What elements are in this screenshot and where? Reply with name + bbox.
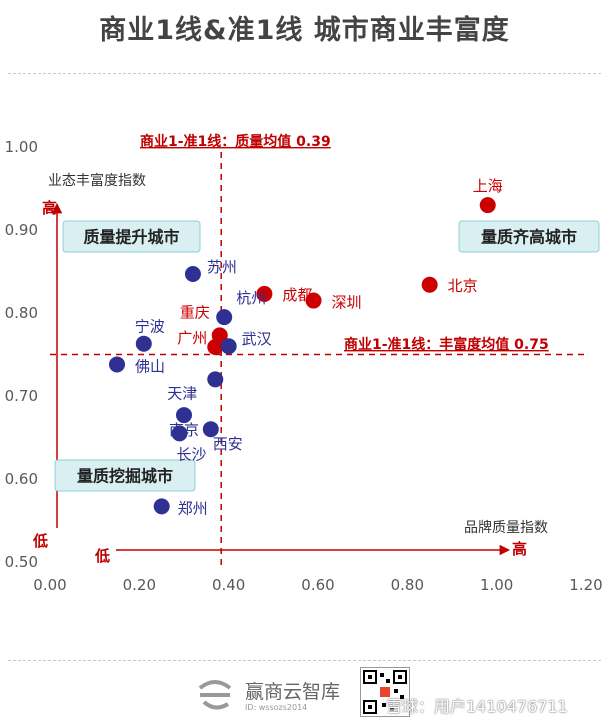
y-tick-label: 0.80 (5, 304, 38, 322)
quadrant-top-right-box (458, 220, 600, 253)
y-axis-title: 业态丰富度指数 (48, 172, 146, 189)
data-point (171, 425, 188, 442)
data-point (135, 335, 152, 352)
y-tick-label: 1.00 (5, 138, 38, 156)
x-high-label: 高 (512, 540, 527, 558)
data-point-label: 上海 (473, 177, 503, 195)
data-point (109, 356, 125, 373)
data-point-label: 深圳 (332, 294, 362, 312)
data-point-label: 郑州 (178, 499, 208, 517)
x-tick-label: 0.80 (391, 576, 424, 594)
data-point-label: 杭州 (236, 289, 266, 307)
x-low-label: 低 (94, 547, 110, 565)
footer-id: ID: wssozs2014 (245, 703, 308, 712)
x-tick-label: 1.20 (569, 576, 602, 594)
quadrant-top-right-label: 量质齐高城市 (481, 228, 577, 247)
quadrant-bottom-left-label: 量质挖掘城市 (77, 467, 173, 486)
data-point (305, 292, 322, 309)
data-point (202, 421, 219, 438)
y-tick-label: 0.90 (5, 221, 38, 239)
y-tick-label: 0.70 (5, 387, 38, 405)
data-point-label: 宁波 (135, 318, 165, 336)
data-point (216, 309, 233, 326)
data-point (479, 197, 496, 214)
y-tick-label: 0.50 (5, 553, 38, 571)
x-tick-label: 0.00 (33, 576, 66, 594)
x-axis-title: 品牌质量指数 (464, 519, 548, 536)
data-point (207, 371, 224, 388)
data-point-label: 重庆 (180, 303, 210, 321)
x-mean-label: 商业1-准1线：质量均值 0.39 (140, 133, 331, 150)
qr-code-icon (360, 667, 410, 717)
data-point-label: 成都 (282, 286, 312, 304)
y-tick-label: 0.60 (5, 470, 38, 488)
x-tick-label: 0.60 (301, 576, 334, 594)
data-point (220, 338, 237, 355)
x-tick-label: 1.00 (480, 576, 513, 594)
x-tick-label: 0.40 (212, 576, 245, 594)
footer-brand: 赢商云智库 (245, 681, 341, 703)
quadrant-top-left-label: 质量提升城市 (83, 228, 179, 247)
chart-title: 商业1线&准1线 城市商业丰富度 (99, 15, 510, 46)
data-point-label: 广州 (177, 329, 207, 347)
quadrant-top-left-box (62, 220, 201, 253)
bottom-divider (8, 660, 601, 661)
x-tick-label: 0.20 (123, 576, 156, 594)
top-divider (8, 73, 601, 74)
data-point-label: 天津 (167, 384, 197, 402)
data-point-label: 苏州 (207, 258, 237, 276)
data-point (184, 265, 201, 282)
data-point (153, 498, 170, 515)
data-point (256, 285, 273, 302)
data-point-label: 西安 (213, 435, 243, 453)
y-high-label: 高 (42, 199, 57, 217)
data-point-label: 武汉 (242, 330, 272, 348)
brand-logo-icon (198, 680, 232, 710)
data-point (207, 339, 224, 356)
y-low-label: 低 (32, 532, 48, 550)
watermark-user: 雪球：用户1410476711 (386, 697, 568, 716)
data-point-label: 佛山 (135, 357, 165, 375)
data-point-label: 北京 (448, 277, 478, 295)
data-point (421, 276, 438, 293)
data-point-label: 长沙 (177, 445, 207, 463)
y-mean-label: 商业1-准1线：丰富度均值 0.75 (344, 336, 549, 353)
quadrant-bottom-left-box (54, 459, 196, 492)
data-point (176, 407, 192, 424)
